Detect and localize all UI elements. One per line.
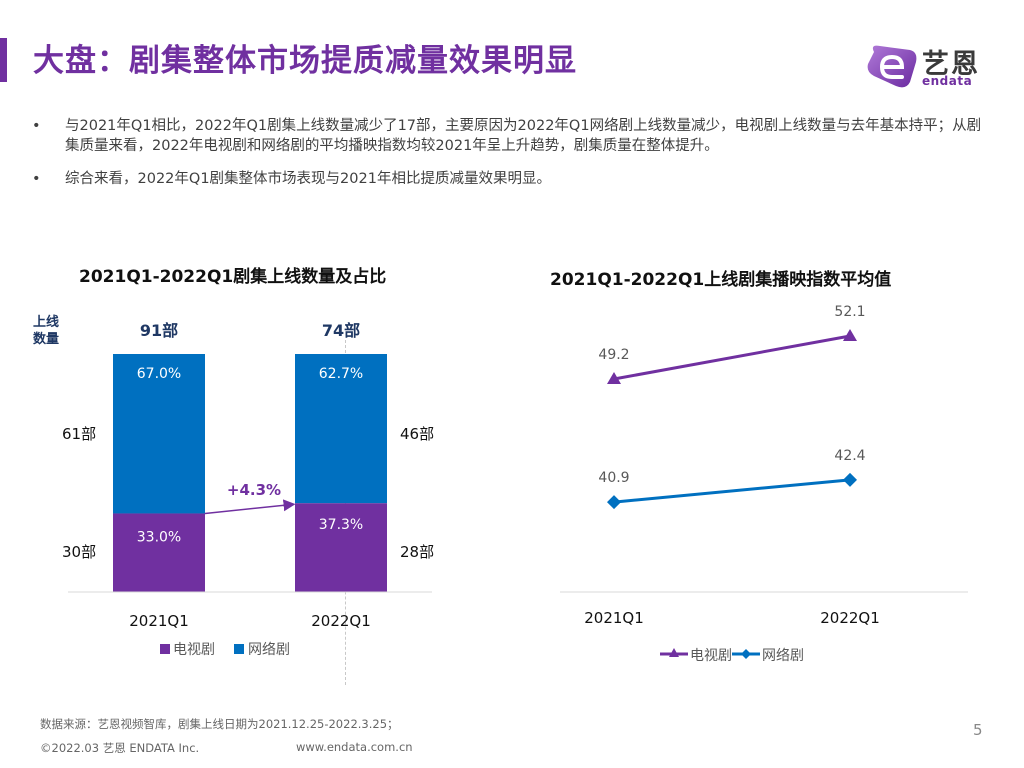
summary-bullets: • 与2021年Q1相比，2022年Q1剧集上线数量减少了17部，主要原因为20… <box>30 116 990 202</box>
legend-swatch-tv <box>160 644 170 654</box>
legend-item-net: 网络剧 <box>732 648 804 664</box>
website-link[interactable]: www.endata.com.cn <box>296 740 413 754</box>
bar-percent-label-net: 62.7% <box>319 366 363 382</box>
bullet-text: 综合来看，2022年Q1剧集整体市场表现与2021年相比提质减量效果明显。 <box>65 171 551 187</box>
bullet-text: 与2021年Q1相比，2022年Q1剧集上线数量减少了17部，主要原因为2022… <box>65 118 982 154</box>
data-label: 52.1 <box>834 304 865 320</box>
data-point-tv <box>607 372 621 384</box>
legend-swatch-net <box>234 644 244 654</box>
legend-label-tv: 电视剧 <box>173 642 215 658</box>
bullet-item: • 与2021年Q1相比，2022年Q1剧集上线数量减少了17部，主要原因为20… <box>30 116 990 156</box>
endata-e-logo-icon <box>867 45 917 88</box>
line-x-tick-label: 2021Q1 <box>584 609 644 627</box>
bar-total-label: 91部 <box>140 321 178 340</box>
bar-x-tick-label: 2022Q1 <box>311 612 371 630</box>
growth-annotation: +4.3% <box>227 481 281 499</box>
line-chart-title: 2021Q1-2022Q1上线剧集播映指数平均值 <box>550 270 892 290</box>
copyright-text: ©2022.03 艺恩 ENDATA Inc. <box>40 741 200 755</box>
bar-percent-label-net: 67.0% <box>137 366 181 382</box>
legend-label-net: 网络剧 <box>762 648 804 664</box>
bar-percent-label-tv: 37.3% <box>319 517 363 533</box>
data-label: 49.2 <box>598 347 629 363</box>
bullet-item: • 综合来看，2022年Q1剧集整体市场表现与2021年相比提质减量效果明显。 <box>30 169 990 189</box>
page-title: 大盘：剧集整体市场提质减量效果明显 <box>33 43 577 79</box>
data-label: 40.9 <box>598 470 629 486</box>
bar-chart-title: 2021Q1-2022Q1剧集上线数量及占比 <box>79 267 387 287</box>
bar-count-label-tv: 28部 <box>400 543 434 561</box>
bullet-dot: • <box>32 171 41 187</box>
bar-total-label: 74部 <box>322 321 360 340</box>
bar-count-label-net: 46部 <box>400 425 434 443</box>
growth-arrow <box>204 499 296 515</box>
bar-count-label-net: 61部 <box>62 425 96 443</box>
legend-item-tv: 电视剧 <box>660 648 732 664</box>
line-chart: 49.2 52.1 40.9 42.4 2021Q1 2022Q1 电视剧 网络剧 <box>560 304 968 664</box>
bar-segment-net <box>295 354 387 504</box>
line-x-tick-label: 2022Q1 <box>820 609 880 627</box>
bar-count-label-tv: 30部 <box>62 543 96 561</box>
legend-label-tv: 电视剧 <box>690 648 732 664</box>
bar-y-axis-label-line1: 上线 <box>33 314 59 330</box>
diamond-marker-icon <box>741 649 751 659</box>
data-label: 42.4 <box>834 448 865 464</box>
bullet-dot: • <box>32 118 41 134</box>
bar-segment-tv <box>113 513 205 592</box>
page-number: 5 <box>973 721 983 739</box>
series-line-tv <box>613 334 851 381</box>
bar-segment-tv <box>295 503 387 592</box>
data-point-net <box>843 472 857 487</box>
series-line-net <box>613 478 851 504</box>
data-point-net <box>607 495 621 510</box>
bar-percent-label-tv: 33.0% <box>137 529 181 545</box>
legend-label-net: 网络剧 <box>248 642 290 658</box>
triangle-marker-icon <box>669 648 679 657</box>
bar-segment-net <box>113 354 205 514</box>
bar-x-tick-label: 2021Q1 <box>129 612 189 630</box>
endata-logo: 艺恩 endata <box>866 40 996 92</box>
logo-text-en: endata <box>922 74 973 88</box>
data-source-note: 数据来源：艺恩视频智库，剧集上线日期为2021.12.25-2022.3.25； <box>40 717 399 731</box>
bar-chart: 67.0% 33.0% 91部 61部 30部 62.7% 37.3% 74部 46部 28部 +4… <box>33 314 434 658</box>
title-accent-bar <box>0 38 7 82</box>
logo-text-cn: 艺恩 <box>922 49 980 80</box>
bar-y-axis-label-line2: 数量 <box>33 331 59 347</box>
data-point-tv <box>843 328 857 341</box>
